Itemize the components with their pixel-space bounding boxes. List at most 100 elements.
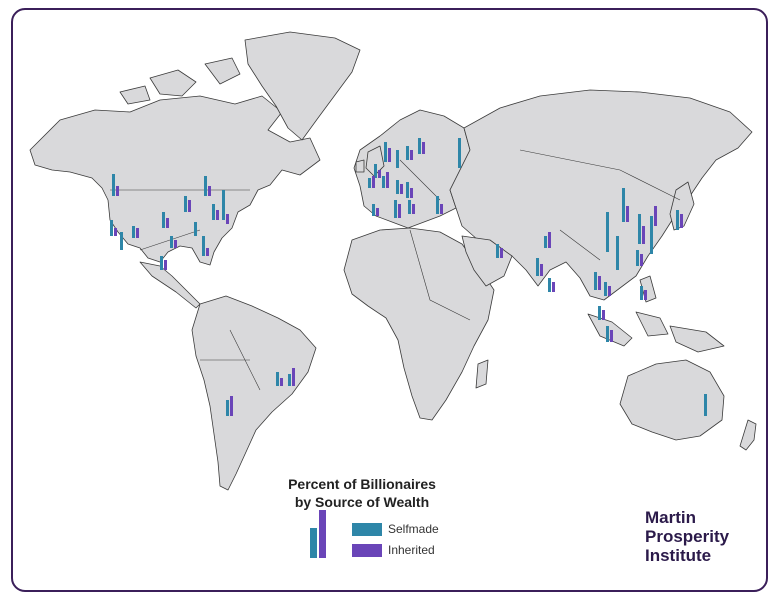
bar-selfmade xyxy=(194,222,197,236)
bar-selfmade xyxy=(162,212,165,228)
bar-selfmade xyxy=(676,210,679,230)
brand-logo-text: Martin Prosperity Institute xyxy=(645,508,729,565)
legend-item-selfmade: Selfmade xyxy=(352,522,439,536)
bar-inherited xyxy=(398,204,401,218)
bar-selfmade xyxy=(548,278,551,292)
bar-selfmade xyxy=(396,150,399,168)
legend-label-selfmade: Selfmade xyxy=(388,522,439,536)
legend-title-line2: by Source of Wealth xyxy=(294,494,430,510)
new-zealand-landmass xyxy=(739,419,757,451)
bar-inherited xyxy=(280,378,283,386)
bar-selfmade xyxy=(396,180,399,194)
legend-title: Percent of Billionaires by Source of Wea… xyxy=(262,475,462,511)
bar-selfmade xyxy=(594,272,597,290)
bar-inherited xyxy=(372,176,375,188)
asia-landmass xyxy=(449,89,753,301)
bar-inherited xyxy=(174,240,177,248)
bar-selfmade xyxy=(374,164,377,178)
bar-selfmade xyxy=(110,220,113,236)
bar-inherited xyxy=(226,214,229,224)
bar-selfmade xyxy=(544,236,547,248)
bar-selfmade xyxy=(112,174,115,196)
bar-inherited xyxy=(602,310,605,320)
bar-inherited xyxy=(292,368,295,386)
bar-selfmade xyxy=(394,200,397,218)
bar-selfmade xyxy=(604,282,607,296)
bar-inherited xyxy=(188,200,191,212)
inherited-swatch xyxy=(352,543,382,557)
bar-selfmade xyxy=(536,258,539,276)
bar-selfmade xyxy=(170,236,173,248)
bar-selfmade xyxy=(640,286,643,300)
madagascar-landmass xyxy=(475,359,489,389)
bar-selfmade xyxy=(226,400,229,416)
bar-selfmade xyxy=(160,256,163,270)
bar-selfmade xyxy=(704,394,707,416)
bar-selfmade xyxy=(406,182,409,198)
selfmade-swatch xyxy=(352,522,382,536)
bar-selfmade xyxy=(616,236,619,270)
bar-inherited xyxy=(230,396,233,416)
bar-selfmade xyxy=(458,138,461,168)
bar-inherited xyxy=(644,290,647,300)
bar-inherited xyxy=(388,148,391,162)
bar-selfmade xyxy=(598,306,601,320)
bar-inherited xyxy=(500,248,503,258)
bar-inherited xyxy=(626,206,629,222)
bar-inherited xyxy=(206,248,209,256)
south-america-landmass xyxy=(191,295,317,491)
bar-inherited xyxy=(376,208,379,216)
central-america-landmass xyxy=(139,261,201,309)
bar-selfmade xyxy=(384,142,387,162)
bar-selfmade xyxy=(204,176,207,196)
bar-selfmade xyxy=(606,326,609,342)
north-america-landmass xyxy=(29,95,321,266)
bar-selfmade xyxy=(372,204,375,216)
arabia-landmass xyxy=(461,235,513,287)
africa-landmass xyxy=(343,227,495,421)
greenland-landmass xyxy=(244,31,361,141)
bar-inherited xyxy=(378,170,381,178)
bar-selfmade xyxy=(132,226,135,238)
bar-selfmade xyxy=(212,204,215,220)
bar-inherited xyxy=(598,276,601,290)
legend-example-selfmade-bar xyxy=(310,528,317,558)
bar-inherited xyxy=(642,226,645,244)
legend-example-inherited-bar xyxy=(319,510,326,558)
bar-inherited xyxy=(680,214,683,228)
bar-selfmade xyxy=(276,372,279,386)
bar-selfmade xyxy=(382,176,385,188)
billionaire-bars xyxy=(110,138,707,416)
bar-inherited xyxy=(216,210,219,220)
brand-line3: Institute xyxy=(645,546,712,565)
bar-selfmade xyxy=(606,212,609,252)
bar-selfmade xyxy=(222,190,225,220)
bar-inherited xyxy=(164,260,167,270)
bar-selfmade xyxy=(496,244,499,258)
legend-label-inherited: Inherited xyxy=(388,543,435,557)
brand-line1: Martin xyxy=(645,508,696,527)
brand-line2: Prosperity xyxy=(645,527,730,546)
bar-inherited xyxy=(208,186,211,196)
arctic-islands xyxy=(119,57,241,105)
bar-selfmade xyxy=(638,214,641,244)
bar-inherited xyxy=(540,264,543,276)
bar-selfmade xyxy=(288,374,291,386)
bar-inherited xyxy=(608,286,611,296)
bar-selfmade xyxy=(636,250,639,266)
bar-inherited xyxy=(548,232,551,248)
bar-selfmade xyxy=(368,178,371,188)
bar-selfmade xyxy=(184,196,187,212)
bar-inherited xyxy=(136,228,139,238)
bar-selfmade xyxy=(202,236,205,256)
bar-inherited xyxy=(412,204,415,214)
bar-inherited xyxy=(552,282,555,292)
bar-inherited xyxy=(640,254,643,266)
bar-inherited xyxy=(410,188,413,198)
bar-inherited xyxy=(654,206,657,226)
legend-item-inherited: Inherited xyxy=(352,543,435,557)
bar-selfmade xyxy=(650,216,653,254)
bar-selfmade xyxy=(418,138,421,154)
bar-inherited xyxy=(410,150,413,160)
